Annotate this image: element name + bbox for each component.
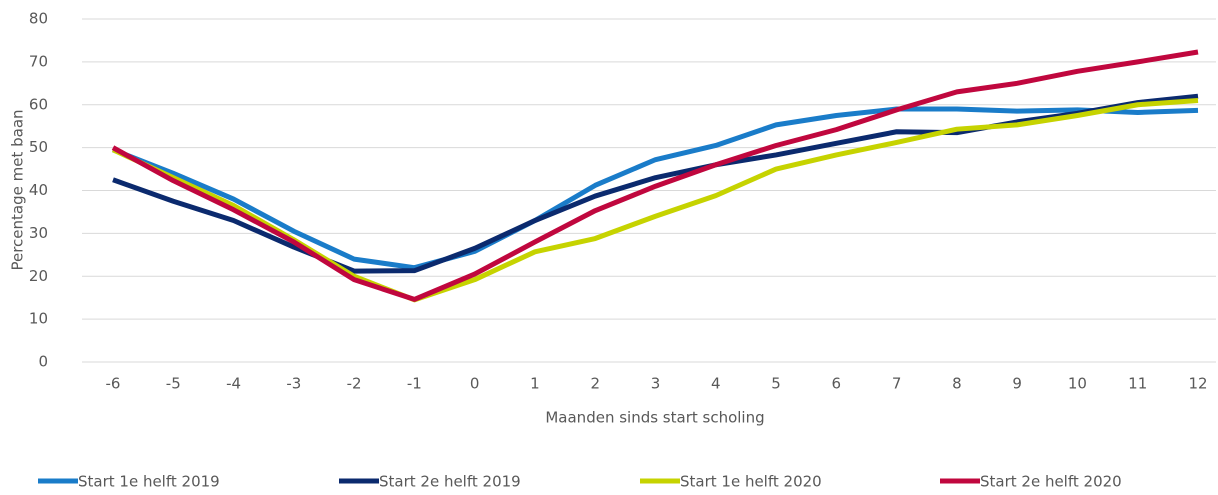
legend-label: Start 1e helft 2019 xyxy=(78,473,220,491)
y-tick-label: 80 xyxy=(29,10,48,28)
x-tick-label: 8 xyxy=(952,375,962,393)
legend-label: Start 2e helft 2019 xyxy=(379,473,521,491)
x-tick-label: 9 xyxy=(1012,375,1022,393)
line xyxy=(111,49,1199,302)
line xyxy=(112,93,1199,274)
y-tick-label: 30 xyxy=(29,224,48,242)
legend-label: Start 2e helft 2020 xyxy=(980,473,1122,491)
x-tick-label: 7 xyxy=(892,375,902,393)
x-tick-label: -3 xyxy=(286,375,301,393)
x-tick-label: 6 xyxy=(832,375,842,393)
x-tick-label: 0 xyxy=(470,375,480,393)
line xyxy=(111,97,1199,303)
x-tick-label: -6 xyxy=(106,375,121,393)
line xyxy=(112,106,1199,271)
y-tick-label: 60 xyxy=(29,95,48,113)
x-tick-label: 1 xyxy=(530,375,540,393)
x-tick-label: 2 xyxy=(590,375,600,393)
x-tick-label: 12 xyxy=(1188,375,1207,393)
y-tick-label: 20 xyxy=(29,267,48,285)
x-tick-label: 5 xyxy=(771,375,781,393)
y-tick-label: 50 xyxy=(29,138,48,156)
y-axis-label: Percentage met baan xyxy=(9,109,27,270)
y-tick-label: 10 xyxy=(29,310,48,328)
y-tick-label: 0 xyxy=(38,353,48,371)
x-tick-label: 4 xyxy=(711,375,721,393)
x-tick-label: 3 xyxy=(651,375,661,393)
y-tick-label: 40 xyxy=(29,181,48,199)
y-tick-label: 70 xyxy=(29,52,48,70)
x-tick-label: -5 xyxy=(166,375,181,393)
legend-label: Start 1e helft 2020 xyxy=(680,473,822,491)
x-tick-label: 11 xyxy=(1128,375,1147,393)
x-axis-label: Maanden sinds start scholing xyxy=(545,409,764,427)
x-tick-label: -4 xyxy=(226,375,241,393)
x-tick-label: -1 xyxy=(407,375,422,393)
x-tick-label: -2 xyxy=(347,375,362,393)
x-tick-label: 10 xyxy=(1068,375,1087,393)
